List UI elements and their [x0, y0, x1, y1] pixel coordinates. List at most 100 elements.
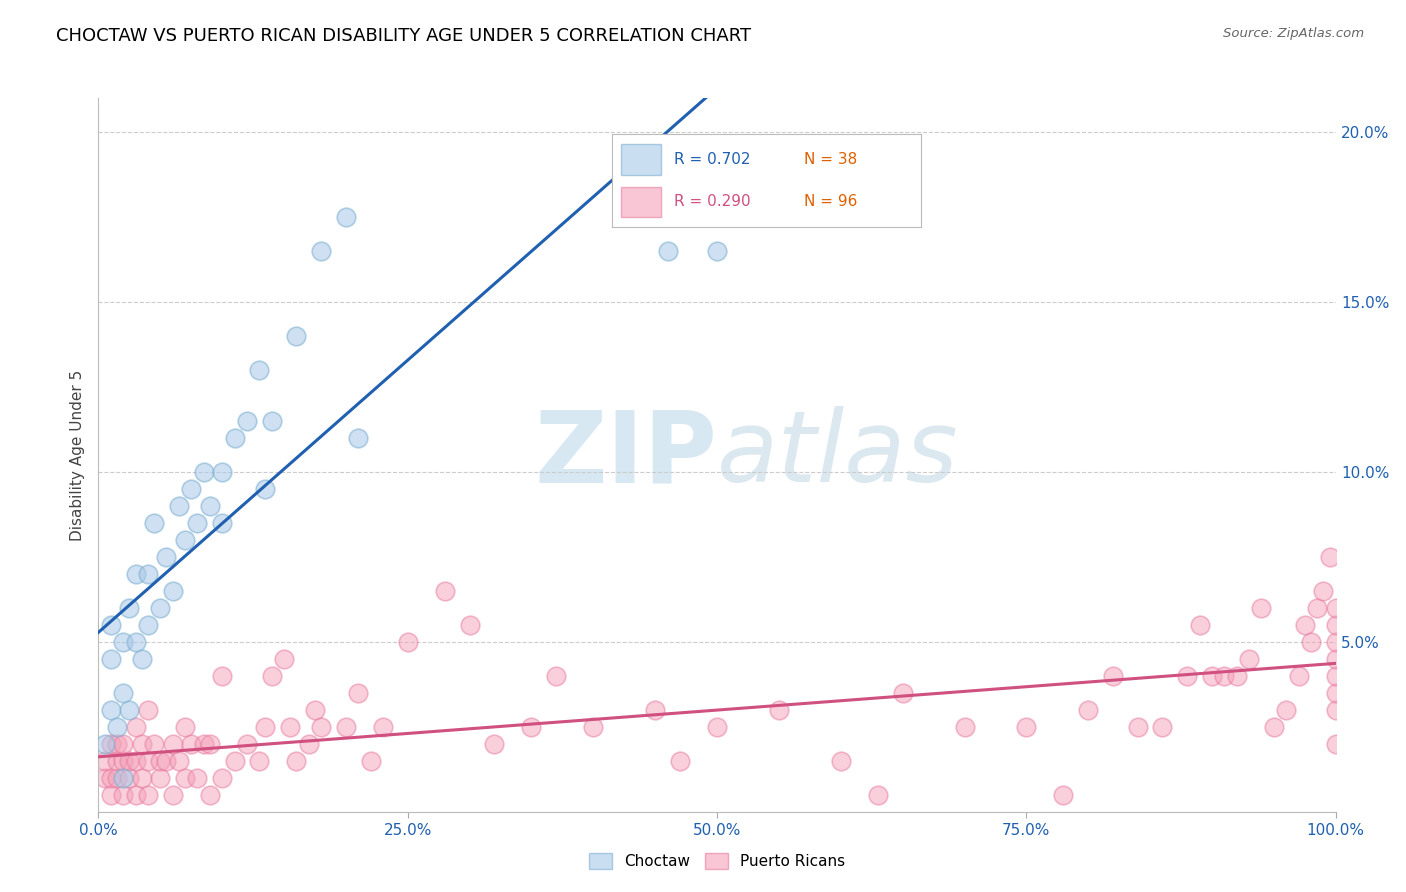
Point: [162, 583, 184, 598]
Point: [335, 210, 357, 224]
Point: [1152, 720, 1174, 734]
Point: [211, 465, 233, 479]
Point: [309, 244, 332, 258]
Point: [582, 720, 605, 734]
Point: [224, 431, 246, 445]
Point: [706, 244, 728, 258]
Point: [335, 720, 357, 734]
FancyBboxPatch shape: [621, 186, 661, 218]
Point: [285, 329, 308, 343]
Point: [100, 737, 122, 751]
Point: [105, 737, 128, 751]
Point: [100, 703, 122, 717]
Point: [1324, 703, 1347, 717]
Point: [118, 600, 141, 615]
Point: [155, 549, 177, 564]
Point: [100, 771, 122, 785]
Point: [236, 737, 259, 751]
Point: [136, 754, 159, 768]
Point: [1188, 617, 1211, 632]
Point: [1250, 600, 1272, 615]
Point: [396, 635, 419, 649]
Point: [193, 465, 215, 479]
Point: [149, 771, 172, 785]
Point: [100, 617, 122, 632]
Point: [347, 686, 370, 700]
Point: [260, 669, 283, 683]
Point: [124, 788, 146, 802]
Point: [211, 669, 233, 683]
Point: [1324, 635, 1347, 649]
Point: [112, 754, 135, 768]
Text: R = 0.290: R = 0.290: [673, 194, 751, 210]
FancyBboxPatch shape: [621, 144, 661, 175]
Point: [118, 754, 141, 768]
Point: [273, 652, 295, 666]
Point: [162, 737, 184, 751]
Point: [198, 499, 221, 513]
Point: [186, 516, 208, 530]
Point: [100, 652, 122, 666]
Point: [458, 617, 481, 632]
Point: [149, 754, 172, 768]
Point: [167, 754, 190, 768]
Point: [1324, 737, 1347, 751]
Point: [198, 737, 221, 751]
Point: [706, 720, 728, 734]
Text: ZIP: ZIP: [534, 407, 717, 503]
Point: [433, 583, 456, 598]
Point: [1237, 652, 1260, 666]
Point: [304, 703, 326, 717]
Point: [1294, 617, 1316, 632]
Point: [93, 737, 115, 751]
Point: [93, 754, 115, 768]
Point: [360, 754, 382, 768]
Point: [1319, 549, 1341, 564]
Point: [520, 720, 543, 734]
Y-axis label: Disability Age Under 5: Disability Age Under 5: [70, 369, 86, 541]
Point: [254, 482, 277, 496]
Text: CHOCTAW VS PUERTO RICAN DISABILITY AGE UNDER 5 CORRELATION CHART: CHOCTAW VS PUERTO RICAN DISABILITY AGE U…: [56, 27, 751, 45]
Point: [1306, 600, 1329, 615]
Point: [112, 788, 135, 802]
Point: [1324, 686, 1347, 700]
Point: [1201, 669, 1223, 683]
Point: [1213, 669, 1236, 683]
Text: N = 38: N = 38: [804, 152, 856, 167]
Point: [211, 516, 233, 530]
Point: [657, 244, 679, 258]
Point: [131, 771, 153, 785]
Point: [1077, 703, 1099, 717]
Point: [1263, 720, 1285, 734]
Point: [1102, 669, 1125, 683]
Point: [131, 737, 153, 751]
Point: [891, 686, 914, 700]
Point: [180, 737, 202, 751]
Text: atlas: atlas: [717, 407, 959, 503]
Point: [136, 788, 159, 802]
Point: [224, 754, 246, 768]
Text: Source: ZipAtlas.com: Source: ZipAtlas.com: [1223, 27, 1364, 40]
Point: [830, 754, 852, 768]
Point: [155, 754, 177, 768]
Point: [193, 737, 215, 751]
Point: [105, 720, 128, 734]
Point: [124, 754, 146, 768]
Point: [211, 771, 233, 785]
Point: [174, 771, 197, 785]
Point: [1126, 720, 1149, 734]
Point: [124, 720, 146, 734]
Point: [143, 516, 166, 530]
Point: [143, 737, 166, 751]
Point: [131, 652, 153, 666]
Point: [247, 363, 270, 377]
Text: R = 0.702: R = 0.702: [673, 152, 751, 167]
Point: [118, 703, 141, 717]
Point: [112, 771, 135, 785]
Point: [174, 533, 197, 547]
Point: [347, 431, 370, 445]
Point: [866, 788, 889, 802]
Point: [149, 600, 172, 615]
Point: [236, 414, 259, 428]
Point: [1324, 652, 1347, 666]
